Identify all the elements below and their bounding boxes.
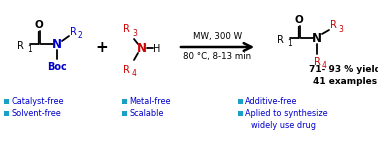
Text: N: N — [312, 31, 322, 45]
Text: 41 examples: 41 examples — [313, 77, 377, 86]
FancyBboxPatch shape — [122, 98, 127, 104]
Text: 1: 1 — [27, 45, 32, 54]
Text: N: N — [52, 38, 62, 50]
Text: Metal-free: Metal-free — [129, 97, 170, 106]
Text: 80 °C, 8-13 min: 80 °C, 8-13 min — [183, 52, 252, 61]
Text: 4: 4 — [322, 61, 327, 70]
Text: widely use drug: widely use drug — [251, 122, 316, 130]
FancyBboxPatch shape — [122, 110, 127, 116]
Text: H: H — [153, 44, 161, 54]
Text: O: O — [35, 20, 43, 30]
FancyBboxPatch shape — [4, 98, 9, 104]
Text: 2: 2 — [78, 31, 83, 40]
FancyBboxPatch shape — [238, 110, 243, 116]
Text: N: N — [137, 41, 147, 55]
Text: 71- 93 % yield: 71- 93 % yield — [309, 66, 378, 75]
Text: Additive-free: Additive-free — [245, 97, 297, 106]
Text: R: R — [122, 65, 129, 75]
Text: Boc: Boc — [47, 62, 67, 72]
Text: Catalyst-free: Catalyst-free — [11, 97, 64, 106]
Text: MW, 300 W: MW, 300 W — [193, 31, 242, 40]
Text: Scalable: Scalable — [129, 109, 163, 118]
Text: R: R — [330, 20, 336, 30]
Text: 1: 1 — [287, 39, 292, 48]
Text: R: R — [70, 27, 76, 37]
Text: Aplied to synthesize: Aplied to synthesize — [245, 109, 328, 118]
FancyBboxPatch shape — [4, 110, 9, 116]
Text: Solvent-free: Solvent-free — [11, 109, 61, 118]
Text: R: R — [314, 57, 321, 67]
Text: R: R — [277, 35, 284, 45]
Text: +: + — [96, 39, 108, 55]
Text: O: O — [294, 15, 304, 25]
Text: 3: 3 — [338, 25, 343, 33]
Text: R: R — [17, 41, 23, 51]
Text: 4: 4 — [132, 69, 137, 78]
Text: R: R — [122, 24, 129, 34]
FancyBboxPatch shape — [238, 98, 243, 104]
Text: 3: 3 — [132, 29, 137, 38]
